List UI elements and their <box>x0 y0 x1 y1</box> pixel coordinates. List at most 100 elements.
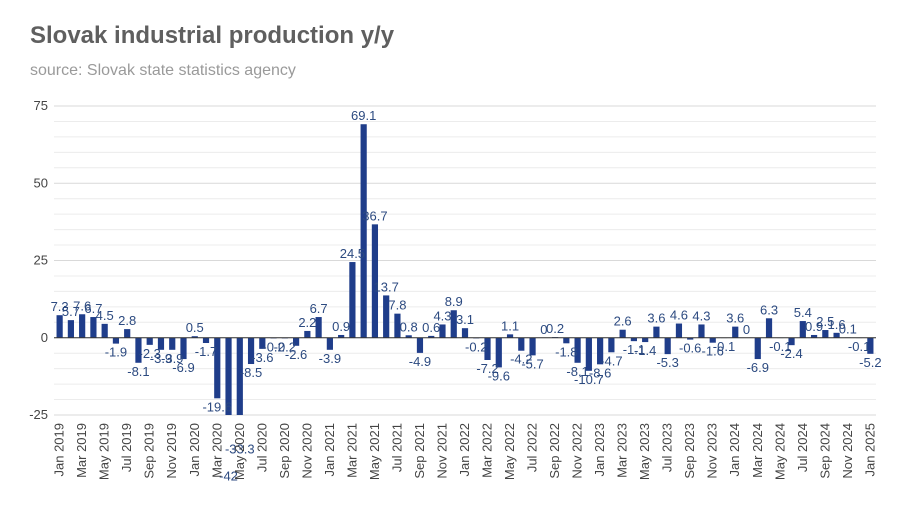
bar <box>867 337 874 354</box>
bar <box>484 337 491 360</box>
y-tick-label: 0 <box>41 330 48 345</box>
bar <box>529 337 536 356</box>
x-tick-label: Jan 2023 <box>592 423 607 477</box>
chart-subtitle: source: Slovak state statistics agency <box>30 62 296 79</box>
data-label: -0.6 <box>679 341 701 356</box>
y-tick-label: 75 <box>34 98 48 113</box>
x-tick-label: Jul 2022 <box>525 423 540 472</box>
data-label: -2.6 <box>285 347 307 362</box>
data-label: 4.3 <box>692 308 710 323</box>
data-label: 0.1 <box>839 321 857 336</box>
data-label: 5.4 <box>794 305 812 320</box>
data-label: -0.2 <box>274 339 296 354</box>
bar <box>416 337 424 353</box>
bar <box>810 334 818 338</box>
data-label: 0 <box>743 322 750 337</box>
x-tick-label: Jan 2025 <box>862 423 877 477</box>
bar <box>754 337 761 360</box>
data-label: -0.2 <box>262 339 284 354</box>
bar <box>461 328 469 338</box>
x-tick-label: Sep 2024 <box>817 423 832 479</box>
x-tick-label: May 2021 <box>367 423 382 480</box>
data-label: 4.6 <box>670 308 688 323</box>
data-label: -1.9 <box>105 345 127 360</box>
y-tick-label: 25 <box>34 253 48 268</box>
bar <box>799 321 806 338</box>
data-label: 2.8 <box>118 313 136 328</box>
x-tick-label: Nov 2024 <box>840 423 855 479</box>
data-label: 24.5 <box>340 246 365 261</box>
x-tick-label: May 2019 <box>97 423 112 480</box>
data-label: -4.9 <box>409 354 431 369</box>
bar <box>822 330 829 338</box>
data-label: 3.6 <box>726 311 744 326</box>
data-label: -4.2 <box>510 352 532 367</box>
data-label: -42 <box>219 469 238 484</box>
bar <box>833 332 840 338</box>
bar <box>236 337 243 415</box>
data-label: -5.2 <box>859 355 881 370</box>
bar <box>67 320 74 338</box>
data-label: -3.6 <box>251 350 273 365</box>
data-label: -0.2 <box>465 339 487 354</box>
data-label: 0.6 <box>422 320 440 335</box>
x-tick-label: Nov 2020 <box>299 423 314 479</box>
bar <box>225 337 232 415</box>
data-label: 6.7 <box>310 301 328 316</box>
bar <box>506 334 514 338</box>
data-label: 36.7 <box>362 208 387 223</box>
data-label: 0.9 <box>805 319 823 334</box>
x-tick-label: Nov 2023 <box>705 423 720 479</box>
x-tick-label: Mar 2022 <box>480 423 495 478</box>
data-label: -6.9 <box>747 360 769 375</box>
data-label: 4.3 <box>433 308 451 323</box>
bar <box>349 262 356 338</box>
data-label: -3.9 <box>161 351 183 366</box>
bar <box>619 329 626 338</box>
data-label: -3.9 <box>150 351 172 366</box>
data-label: -5.7 <box>521 356 543 371</box>
bar <box>630 337 638 342</box>
data-label: -0.1 <box>848 339 870 354</box>
bar <box>428 335 435 338</box>
x-tick-label: Jan 2019 <box>52 423 67 477</box>
bar <box>247 337 255 365</box>
x-tick-label: May 2024 <box>772 423 787 480</box>
x-tick-label: Jul 2020 <box>254 423 269 472</box>
data-label: -33.3 <box>225 442 255 457</box>
data-label: -7.2 <box>476 361 498 376</box>
data-label: 0.2 <box>546 321 564 336</box>
chart-title: Slovak industrial production y/y <box>30 22 395 49</box>
x-tick-label: Jul 2024 <box>795 423 810 472</box>
data-label: -4.7 <box>600 353 622 368</box>
x-tick-label: Mar 2019 <box>74 423 89 478</box>
data-label: -10.7 <box>574 372 604 387</box>
bar <box>383 295 390 338</box>
data-label: -8.6 <box>589 365 611 380</box>
data-label: -1.4 <box>634 343 656 358</box>
data-label: -9.6 <box>488 368 510 383</box>
y-tick-label: 50 <box>34 175 48 190</box>
bar <box>338 334 345 338</box>
x-tick-label: Sep 2019 <box>142 423 157 479</box>
data-label: 0.5 <box>186 320 204 335</box>
data-label: 2.2 <box>298 315 316 330</box>
data-label: -2.3 <box>139 346 161 361</box>
data-label: 7.8 <box>388 298 406 313</box>
data-label: -8.5 <box>240 365 262 380</box>
x-tick-label: May 2020 <box>232 423 247 480</box>
bar <box>439 324 446 338</box>
x-tick-label: Jul 2023 <box>660 423 675 472</box>
data-label: -1.7 <box>195 344 217 359</box>
data-label: 0.8 <box>400 319 418 334</box>
data-label: -5.3 <box>656 355 678 370</box>
bar <box>608 337 615 353</box>
x-tick-label: Nov 2021 <box>434 423 449 479</box>
data-label: 3.1 <box>456 312 474 327</box>
bar <box>495 337 502 368</box>
data-label: 6.7 <box>84 301 102 316</box>
bar <box>146 337 153 345</box>
data-label: 5.7 <box>62 304 80 319</box>
x-tick-label: Mar 2021 <box>344 423 359 478</box>
